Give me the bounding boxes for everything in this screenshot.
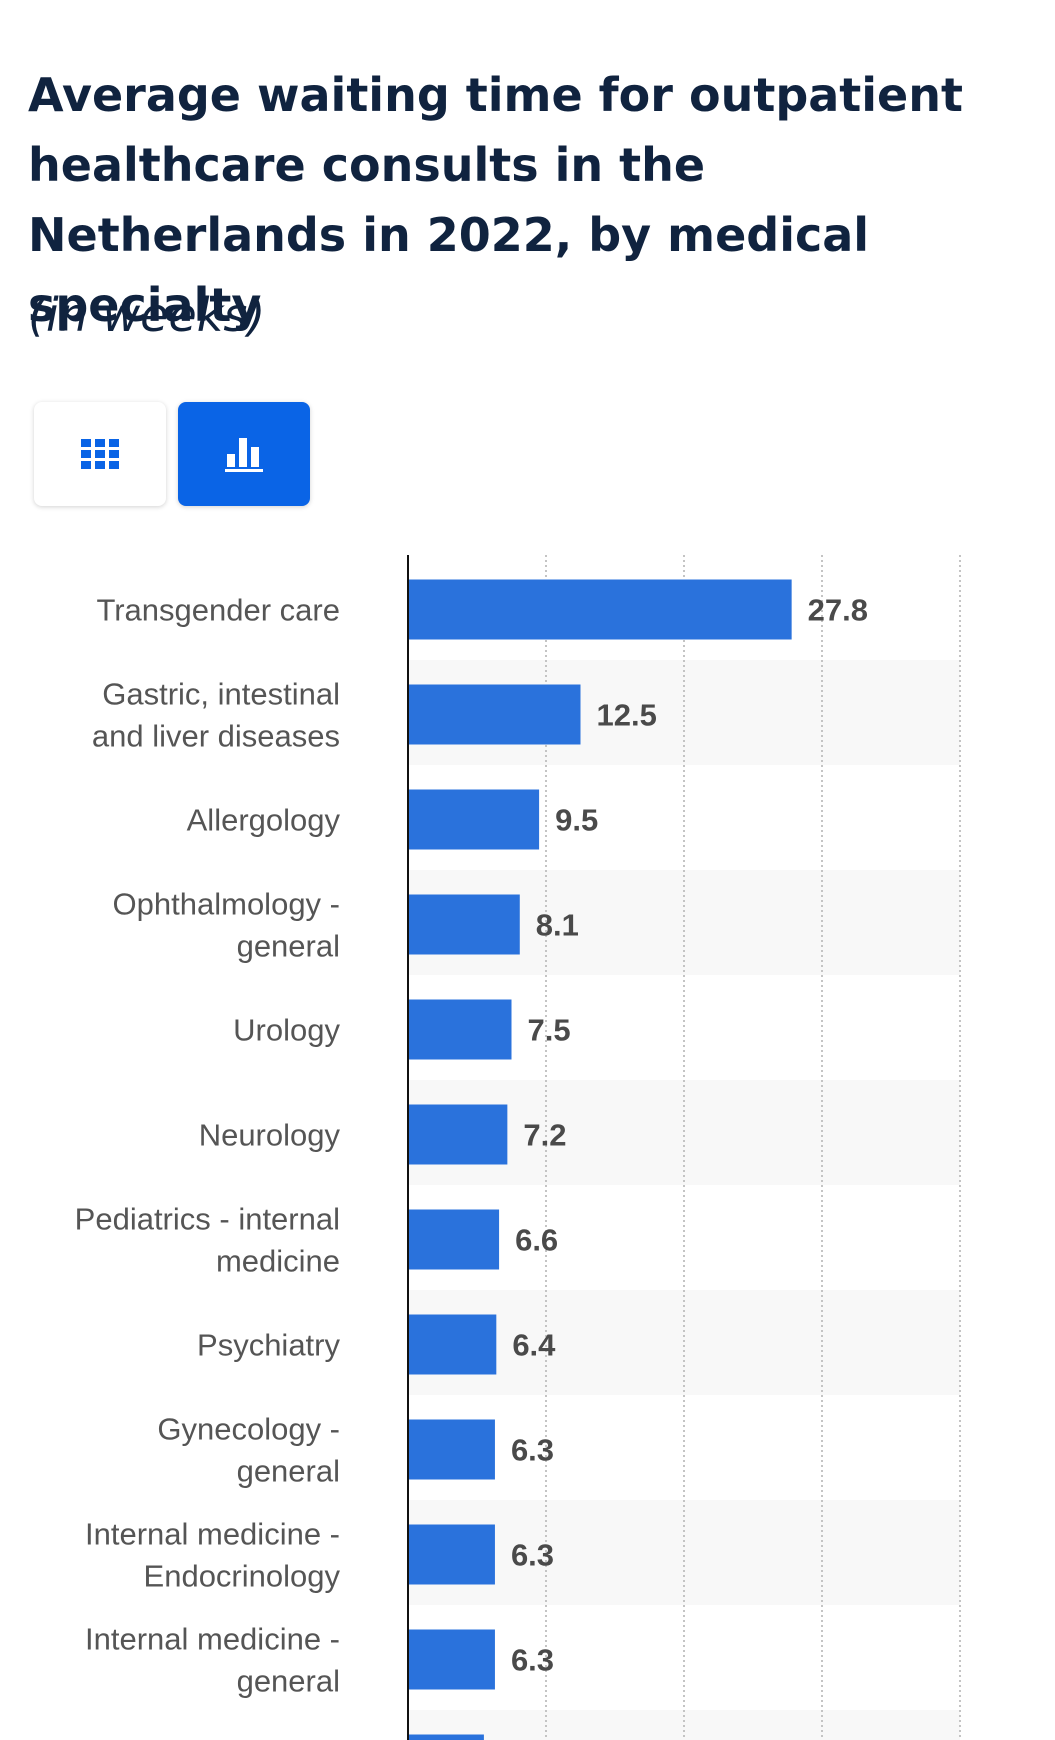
value-label: 7.2 bbox=[523, 1118, 566, 1153]
category-label: Internal medicine - Endocrinology bbox=[85, 1517, 341, 1594]
grid-table-icon bbox=[81, 439, 119, 469]
category-label-line: Gastric, intestinal bbox=[102, 677, 340, 712]
bar bbox=[408, 1314, 497, 1375]
category-label: Transgender care bbox=[96, 593, 340, 628]
bar-partial bbox=[408, 1734, 484, 1740]
value-label: 6.3 bbox=[511, 1538, 554, 1573]
category-label-line: Gynecology - bbox=[157, 1412, 340, 1447]
bar bbox=[408, 1419, 495, 1480]
chart-title: Average waiting time for outpatient heal… bbox=[28, 68, 963, 332]
category-label: Allergology bbox=[187, 803, 341, 838]
bar-chart: 27.8 Transgender care 12.5 Gastric, intesti… bbox=[75, 555, 961, 1740]
bar bbox=[408, 684, 581, 745]
value-label: 9.5 bbox=[555, 803, 598, 838]
bar bbox=[408, 1104, 508, 1165]
value-label: 8.1 bbox=[536, 908, 579, 943]
bar bbox=[408, 999, 512, 1060]
category-label-line: Internal medicine - bbox=[85, 1517, 340, 1552]
bar bbox=[408, 579, 792, 640]
value-label: 7.5 bbox=[528, 1013, 571, 1048]
category-label-line: Allergology bbox=[187, 803, 341, 838]
category-label: Pediatrics - internal medicine bbox=[75, 1202, 340, 1279]
bar bbox=[408, 1209, 500, 1270]
category-label-line: Urology bbox=[233, 1013, 340, 1048]
bar bbox=[408, 1629, 495, 1690]
category-label: Internal medicine - general bbox=[85, 1622, 340, 1699]
category-label-line: Internal medicine - bbox=[85, 1622, 340, 1657]
bar bbox=[408, 1524, 495, 1585]
category-label: Psychiatry bbox=[197, 1328, 340, 1363]
value-label: 12.5 bbox=[597, 698, 657, 733]
category-label-line: Transgender care bbox=[96, 593, 340, 628]
value-label: 6.6 bbox=[515, 1223, 558, 1258]
category-label-line: general bbox=[237, 1664, 340, 1699]
category-label-line: medicine bbox=[216, 1244, 340, 1279]
table-view-button[interactable] bbox=[34, 402, 166, 506]
category-label-line: Neurology bbox=[199, 1118, 341, 1153]
category-label: Ophthalmology - general bbox=[113, 887, 340, 964]
row-stripe bbox=[408, 1290, 960, 1395]
category-label-line: general bbox=[237, 1454, 340, 1489]
category-label: Gastric, intestinal and liver diseases bbox=[92, 677, 340, 754]
row-stripe bbox=[408, 1500, 960, 1605]
category-label: Neurology bbox=[199, 1118, 341, 1153]
value-label: 6.4 bbox=[512, 1328, 556, 1363]
value-label: 27.8 bbox=[808, 593, 868, 628]
category-label-line: Endocrinology bbox=[144, 1559, 341, 1594]
category-label-line: Pediatrics - internal bbox=[75, 1202, 340, 1237]
category-label-line: Ophthalmology - bbox=[113, 887, 340, 922]
category-label-line: Psychiatry bbox=[197, 1328, 340, 1363]
category-label-line: and liver diseases bbox=[92, 719, 340, 754]
bar-chart-icon bbox=[225, 438, 263, 472]
category-label: Urology bbox=[233, 1013, 340, 1048]
bar bbox=[408, 789, 540, 850]
value-label: 6.3 bbox=[511, 1643, 554, 1678]
category-label-line: general bbox=[237, 929, 340, 964]
bar bbox=[408, 894, 520, 955]
chart-view-button[interactable] bbox=[178, 402, 310, 506]
category-label: Gynecology - general bbox=[157, 1412, 340, 1489]
chart-subtitle: (in weeks) bbox=[28, 288, 266, 342]
value-label: 6.3 bbox=[511, 1433, 554, 1468]
